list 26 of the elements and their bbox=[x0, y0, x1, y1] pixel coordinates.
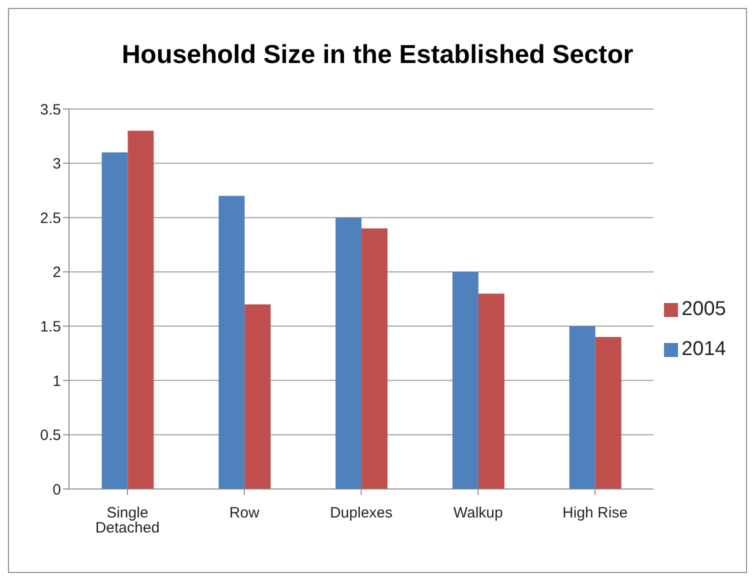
bar bbox=[478, 294, 504, 489]
y-tick-label: 1 bbox=[52, 372, 61, 390]
bar bbox=[595, 337, 622, 489]
x-tick-label: Single Detached bbox=[95, 504, 160, 537]
y-tick-label: 3 bbox=[52, 156, 61, 173]
bar bbox=[362, 228, 388, 489]
legend-label: 2014 bbox=[682, 338, 726, 360]
bar bbox=[336, 218, 362, 489]
chart-title: Household Size in the Established Sector bbox=[120, 39, 634, 71]
bar bbox=[244, 304, 271, 489]
y-tick-label: 2.5 bbox=[40, 210, 61, 227]
y-tick-label: 1.5 bbox=[40, 318, 61, 336]
y-tick-label: 0.5 bbox=[40, 427, 61, 444]
y-tick-label: 3.5 bbox=[40, 101, 61, 118]
bar bbox=[128, 130, 154, 489]
y-tick-label: 0 bbox=[52, 481, 61, 498]
legend-label: 2005 bbox=[682, 298, 726, 320]
bar bbox=[102, 152, 128, 489]
x-tick-label: Duplexes bbox=[330, 504, 393, 522]
x-tick-label: High Rise bbox=[562, 504, 628, 522]
x-tick-label: Walkup bbox=[453, 504, 503, 522]
bar bbox=[452, 272, 478, 489]
x-tick-label: Row bbox=[229, 504, 260, 522]
bar bbox=[569, 326, 596, 489]
bar bbox=[218, 196, 245, 489]
y-tick-label: 2 bbox=[52, 264, 61, 282]
